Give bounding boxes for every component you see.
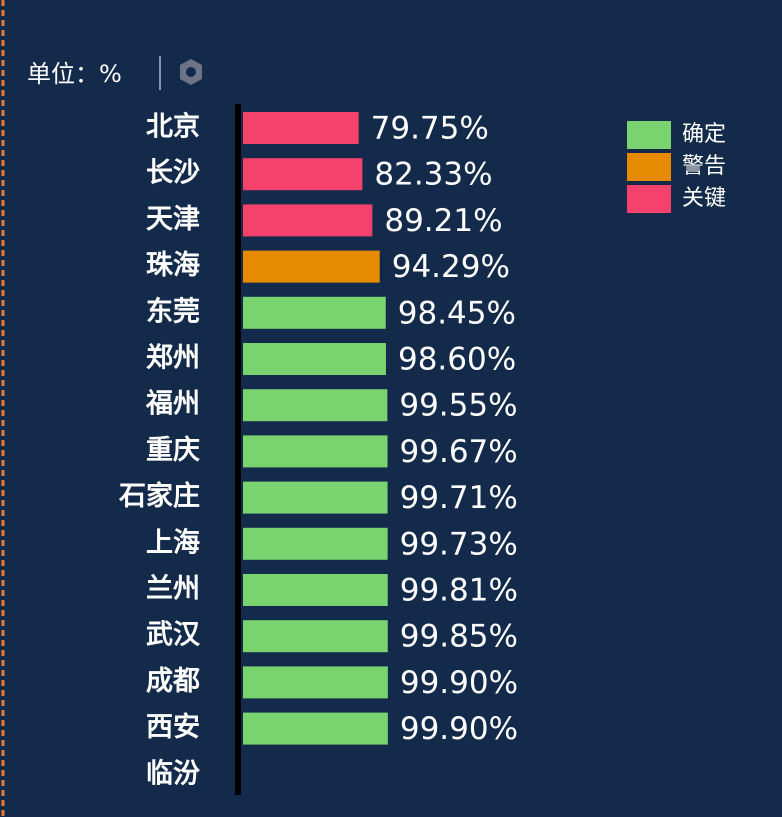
category-label: 石家庄 xyxy=(118,480,200,512)
value-label: 99.85% xyxy=(400,619,518,655)
unit-label: 单位：% xyxy=(27,60,122,88)
category-label: 郑州 xyxy=(146,343,200,374)
category-label: 东莞 xyxy=(146,295,200,327)
category-label: 长沙 xyxy=(146,158,200,189)
bar xyxy=(243,527,388,560)
bar xyxy=(243,435,388,468)
legend-label: 关键 xyxy=(682,186,726,211)
value-label: 79.75% xyxy=(371,111,489,147)
bar xyxy=(243,620,388,653)
category-label: 成都 xyxy=(146,666,200,697)
value-label: 98.45% xyxy=(398,295,516,331)
legend-swatch xyxy=(627,153,671,181)
bar xyxy=(243,481,388,514)
category-label: 重庆 xyxy=(146,434,200,466)
value-label: 99.55% xyxy=(399,388,517,424)
legend-label: 确定 xyxy=(682,122,726,147)
category-label: 临汾 xyxy=(146,757,200,789)
bar xyxy=(243,712,388,745)
bar xyxy=(243,666,388,699)
bar xyxy=(243,574,388,606)
bar xyxy=(243,250,380,283)
category-label: 北京 xyxy=(146,111,200,143)
value-label: 99.73% xyxy=(400,526,518,562)
value-label: 82.33% xyxy=(374,157,492,193)
value-label: 99.90% xyxy=(400,665,518,701)
value-label: 99.67% xyxy=(400,434,518,470)
bar xyxy=(243,158,363,191)
bar xyxy=(243,343,386,375)
category-label: 武汉 xyxy=(146,620,201,651)
bar xyxy=(243,296,386,329)
legend-swatch xyxy=(627,121,671,149)
category-label: 西安 xyxy=(146,712,200,743)
category-label: 兰州 xyxy=(146,574,200,605)
category-label: 上海 xyxy=(146,527,200,558)
value-label: 99.81% xyxy=(400,573,518,609)
value-label: 89.21% xyxy=(384,203,502,239)
bar xyxy=(243,389,388,422)
bar xyxy=(243,204,373,237)
legend-swatch xyxy=(627,185,671,213)
settings-icon[interactable] xyxy=(180,59,202,85)
bar xyxy=(243,112,359,144)
legend-label: 警告 xyxy=(682,154,726,179)
category-label: 福州 xyxy=(145,389,200,420)
category-label: 天津 xyxy=(146,204,200,235)
category-label: 珠海 xyxy=(146,250,200,281)
value-label: 99.90% xyxy=(400,711,518,747)
value-label: 99.71% xyxy=(400,480,518,516)
value-label: 94.29% xyxy=(392,249,510,285)
value-label: 98.60% xyxy=(398,342,516,378)
